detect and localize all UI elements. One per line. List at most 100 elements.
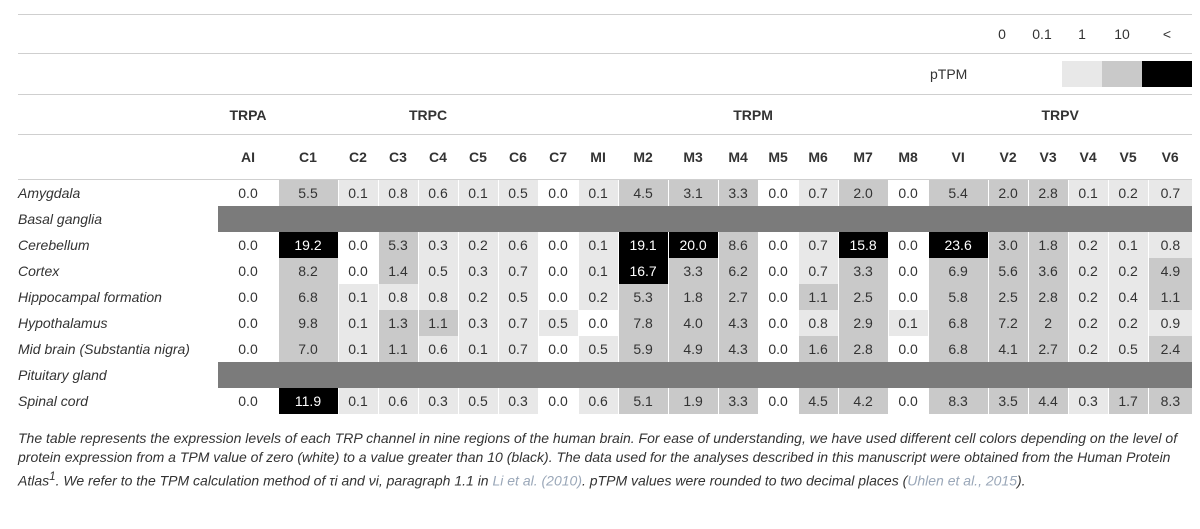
value-cell: 0.1 <box>577 179 619 206</box>
caption-reference-li[interactable]: Li et al. (2010) <box>492 472 582 489</box>
row-label: Cortex <box>18 263 60 279</box>
value-cell: 1.8 <box>1027 232 1069 258</box>
value-cell: 5.1 <box>617 388 669 414</box>
value-cell: 0.2 <box>1067 232 1109 258</box>
legend-swatch-low <box>1062 61 1102 87</box>
value-cell: 0.7 <box>797 258 839 284</box>
value-cell: 0.8 <box>377 284 418 310</box>
column-header: C5 <box>458 134 498 180</box>
value-cell: 0.0 <box>537 179 579 206</box>
value-cell: 0.0 <box>887 258 929 284</box>
value-cell: 2.5 <box>987 284 1029 310</box>
value-cell: 6.8 <box>277 284 338 310</box>
value-cell: 0.7 <box>497 258 538 284</box>
column-header: M8 <box>888 134 929 180</box>
value-cell: 0.3 <box>1067 388 1109 414</box>
value-cell: 0.0 <box>757 388 799 414</box>
value-cell: 23.6 <box>927 232 989 258</box>
column-header: M5 <box>758 134 799 180</box>
value-cell: 0.6 <box>577 388 619 414</box>
value-cell: 0.6 <box>417 179 458 206</box>
table-top-rule <box>18 94 1192 95</box>
value-cell: 2.0 <box>837 179 889 206</box>
column-header: M6 <box>798 134 839 180</box>
value-cell: 8.3 <box>1147 388 1193 414</box>
column-header: C7 <box>538 134 579 180</box>
family-header-row: TRPA TRPC TRPM TRPV <box>18 96 1193 135</box>
value-cell: 0.4 <box>1107 284 1149 310</box>
value-cell: 0.1 <box>457 179 498 206</box>
table-row: Cortex 0.0 8.2 0.0 1.4 0.5 0.3 0.7 0.0 0.1 16.7 3.3… <box>18 258 1193 284</box>
value-cell: 0.0 <box>757 284 799 310</box>
value-cell: 11.9 <box>277 388 338 414</box>
value-cell: 0.0 <box>217 310 278 336</box>
value-cell: 16.7 <box>617 258 669 284</box>
value-cell: 0.0 <box>887 232 929 258</box>
value-cell: 0.1 <box>457 336 498 362</box>
caption-text-3: . pTPM values were rounded to two decima… <box>581 472 908 489</box>
table-caption: The table represents the expression leve… <box>18 429 1184 491</box>
table-row: Spinal cord 0.0 11.9 0.1 0.6 0.3 0.5 0.3 0.0 0.6 5… <box>18 388 1193 414</box>
value-cell: 4.4 <box>1027 388 1069 414</box>
row-label: Hypothalamus <box>18 315 108 331</box>
value-cell: 0.0 <box>217 232 278 258</box>
value-cell: 0.0 <box>887 336 929 362</box>
value-cell: 0.1 <box>887 310 929 336</box>
value-cell: 6.8 <box>927 310 989 336</box>
value-cell: 2.8 <box>837 336 889 362</box>
value-cell: 1.8 <box>667 284 719 310</box>
expression-table: TRPA TRPC TRPM TRPV AI C1 C2 C3 C4 C5 C6 C7 MI M2… <box>18 96 1193 414</box>
value-cell: 2.8 <box>1027 179 1069 206</box>
column-header-blank <box>18 134 218 180</box>
value-cell: 0.0 <box>887 284 929 310</box>
value-cell: 0.8 <box>377 179 418 206</box>
value-cell: 2.8 <box>1027 284 1069 310</box>
value-cell: 0.7 <box>797 232 839 258</box>
value-cell: 1.1 <box>417 310 458 336</box>
legend-tick: 1 <box>1078 26 1086 42</box>
value-cell: 0.1 <box>337 388 378 414</box>
value-cell: 2.9 <box>837 310 889 336</box>
value-cell: 0.2 <box>1067 258 1109 284</box>
value-cell: 0.0 <box>337 232 378 258</box>
value-cell: 0.0 <box>887 179 929 206</box>
value-cell: 1.7 <box>1107 388 1149 414</box>
value-cell: 2.4 <box>1147 336 1193 362</box>
row-label: Hippocampal formation <box>18 289 162 305</box>
row-label: Pituitary gland <box>18 367 107 383</box>
legend-tick: 0.1 <box>1032 26 1052 42</box>
value-cell: 0.1 <box>577 232 619 258</box>
value-cell: 0.2 <box>1067 310 1109 336</box>
value-cell: 2.7 <box>1027 336 1069 362</box>
row-label: Amygdala <box>18 185 81 201</box>
value-cell: 9.8 <box>277 310 338 336</box>
value-cell: 0.5 <box>577 336 619 362</box>
value-cell: 0.7 <box>497 336 538 362</box>
value-cell: 0.2 <box>1067 284 1109 310</box>
value-cell: 19.1 <box>617 232 669 258</box>
value-cell: 0.5 <box>537 310 579 336</box>
value-cell: 0.0 <box>757 232 799 258</box>
value-cell: 0.5 <box>457 388 498 414</box>
family-header-trpm: TRPM <box>578 96 929 135</box>
column-header: V3 <box>1028 134 1069 180</box>
value-cell: 0.0 <box>537 388 579 414</box>
value-cell: 5.3 <box>617 284 669 310</box>
value-cell: 6.8 <box>927 336 989 362</box>
value-cell: 7.0 <box>277 336 338 362</box>
value-cell: 3.5 <box>987 388 1029 414</box>
column-header: VI <box>928 134 989 180</box>
caption-reference-uhlen[interactable]: Uhlen et al., 2015 <box>907 472 1017 489</box>
no-data-band <box>218 206 1193 232</box>
value-cell: 4.3 <box>717 310 759 336</box>
column-header: MI <box>578 134 619 180</box>
value-cell: 1.1 <box>797 284 839 310</box>
column-header: M4 <box>718 134 759 180</box>
value-cell: 0.5 <box>497 179 538 206</box>
value-cell: 0.0 <box>757 336 799 362</box>
column-header: V4 <box>1068 134 1109 180</box>
value-cell: 0.2 <box>577 284 619 310</box>
no-data-band <box>218 362 1193 388</box>
legend-swatch-high <box>1142 61 1192 87</box>
value-cell: 4.0 <box>667 310 719 336</box>
